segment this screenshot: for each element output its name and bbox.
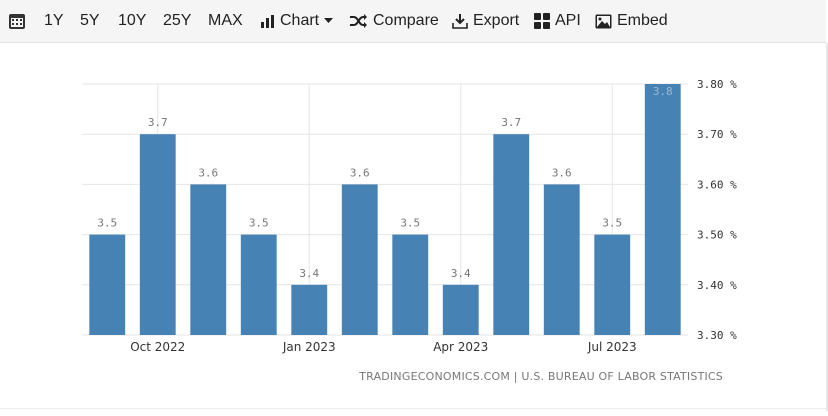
data-label: 3.5 [602,217,622,230]
y-tick-label: 3.30 % [697,329,737,342]
range-5y-label: 5Y [80,12,100,29]
data-label: 3.7 [148,116,168,129]
caret-down-icon [324,18,334,23]
chart-type-label: Chart [280,12,320,29]
bar [392,234,429,335]
data-label: 3.6 [198,166,218,179]
data-label: 3.5 [97,217,117,230]
axes: 3.30 % 3.40 % 3.50 % 3.60 % 3.70 % 3.80 % Oct … [130,78,737,354]
range-10y-label: 10Y [118,12,147,29]
compare-label: Compare [373,12,439,29]
embed-button[interactable]: Embed [595,12,668,30]
bottom-divider [0,408,828,409]
bar [442,284,479,335]
export-button[interactable]: Export [452,12,519,30]
range-10y-button[interactable]: 10Y [118,12,146,30]
chart-area: 3.5 3.7 3.6 3.5 3.4 3.6 3.5 3.4 3.7 3.6 3.5 3.8 3.3… [0,43,828,411]
y-tick-label: 3.70 % [697,128,737,141]
calendar-icon [9,14,25,29]
bar-chart-icon [261,14,274,28]
bar [543,184,580,335]
range-max-label: MAX [208,12,243,29]
data-label: 3.6 [350,166,370,179]
shuffle-icon [350,14,367,28]
api-label: API [555,12,581,29]
bar [594,234,631,335]
chart-toolbar: 1Y 5Y 10Y 25Y MAX Chart Compare Export A… [0,0,826,43]
bar-chart: 3.5 3.7 3.6 3.5 3.4 3.6 3.5 3.4 3.7 3.6 3.5 3.8 3.3… [82,78,737,383]
data-label: 3.6 [552,166,572,179]
api-button[interactable]: API [534,12,581,30]
data-label: 3.4 [299,267,319,280]
x-tick-label: Jul 2023 [587,340,637,354]
source-credit: TRADINGECONOMICS.COM | U.S. BUREAU OF LA… [358,370,723,383]
range-1y-button[interactable]: 1Y [44,12,64,30]
calendar-button[interactable] [8,12,26,30]
bar [190,184,227,335]
bar [89,234,126,335]
data-label: 3.7 [501,116,521,129]
image-icon [595,14,612,28]
bar [240,234,277,335]
bar [291,284,328,335]
embed-label: Embed [617,12,668,29]
y-tick-label: 3.60 % [697,178,737,191]
export-label: Export [473,12,520,29]
y-tick-label: 3.50 % [697,229,737,242]
compare-button[interactable]: Compare [349,12,439,30]
range-25y-button[interactable]: 25Y [163,12,191,30]
bar [644,84,681,335]
x-tick-label: Oct 2022 [130,340,185,354]
bar [341,184,378,335]
grid-icon [534,13,550,29]
chart-type-dropdown[interactable]: Chart [260,12,334,30]
download-icon [452,14,468,29]
range-max-button[interactable]: MAX [208,12,243,30]
data-label: 3.5 [249,217,269,230]
range-1y-label: 1Y [44,12,64,29]
x-tick-label: Apr 2023 [433,340,488,354]
range-5y-button[interactable]: 5Y [80,12,100,30]
y-tick-label: 3.40 % [697,279,737,292]
bars [89,84,681,335]
bar [493,134,530,335]
data-label: 3.8 [653,85,673,98]
bar [139,134,176,335]
x-tick-label: Jan 2023 [282,340,336,354]
data-label: 3.4 [451,267,471,280]
right-edge-divider [826,43,828,411]
y-tick-label: 3.80 % [697,78,737,91]
data-labels: 3.5 3.7 3.6 3.5 3.4 3.6 3.5 3.4 3.7 3.6 3.5 3.8 [97,85,672,280]
range-25y-label: 25Y [163,12,192,29]
data-label: 3.5 [400,217,420,230]
